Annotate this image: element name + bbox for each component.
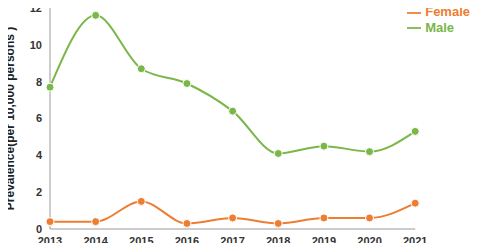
- svg-text:2019: 2019: [312, 235, 336, 243]
- html-text:Female: Female: [425, 4, 470, 19]
- svg-text:2014: 2014: [83, 235, 108, 243]
- svg-text:2017: 2017: [220, 235, 244, 243]
- svg-text:Prevalence(per 10,000 persons: Prevalence(per 10,000 persons ): [8, 27, 17, 210]
- svg-text:2018: 2018: [266, 235, 290, 243]
- svg-text:8: 8: [36, 76, 42, 88]
- svg-text:2016: 2016: [175, 235, 199, 243]
- svg-text:0: 0: [36, 223, 42, 235]
- svg-text:6: 6: [36, 112, 42, 124]
- svg-text:2: 2: [36, 186, 42, 198]
- html-text:Male: Male: [425, 19, 455, 35]
- svg-text:2013: 2013: [38, 235, 62, 243]
- svg-text:10: 10: [30, 39, 42, 51]
- svg-text:2015: 2015: [129, 235, 153, 243]
- svg-text:12: 12: [30, 8, 42, 14]
- svg-text:2020: 2020: [357, 235, 381, 243]
- svg-text:2021: 2021: [403, 235, 427, 243]
- svg-text:4: 4: [36, 149, 43, 161]
